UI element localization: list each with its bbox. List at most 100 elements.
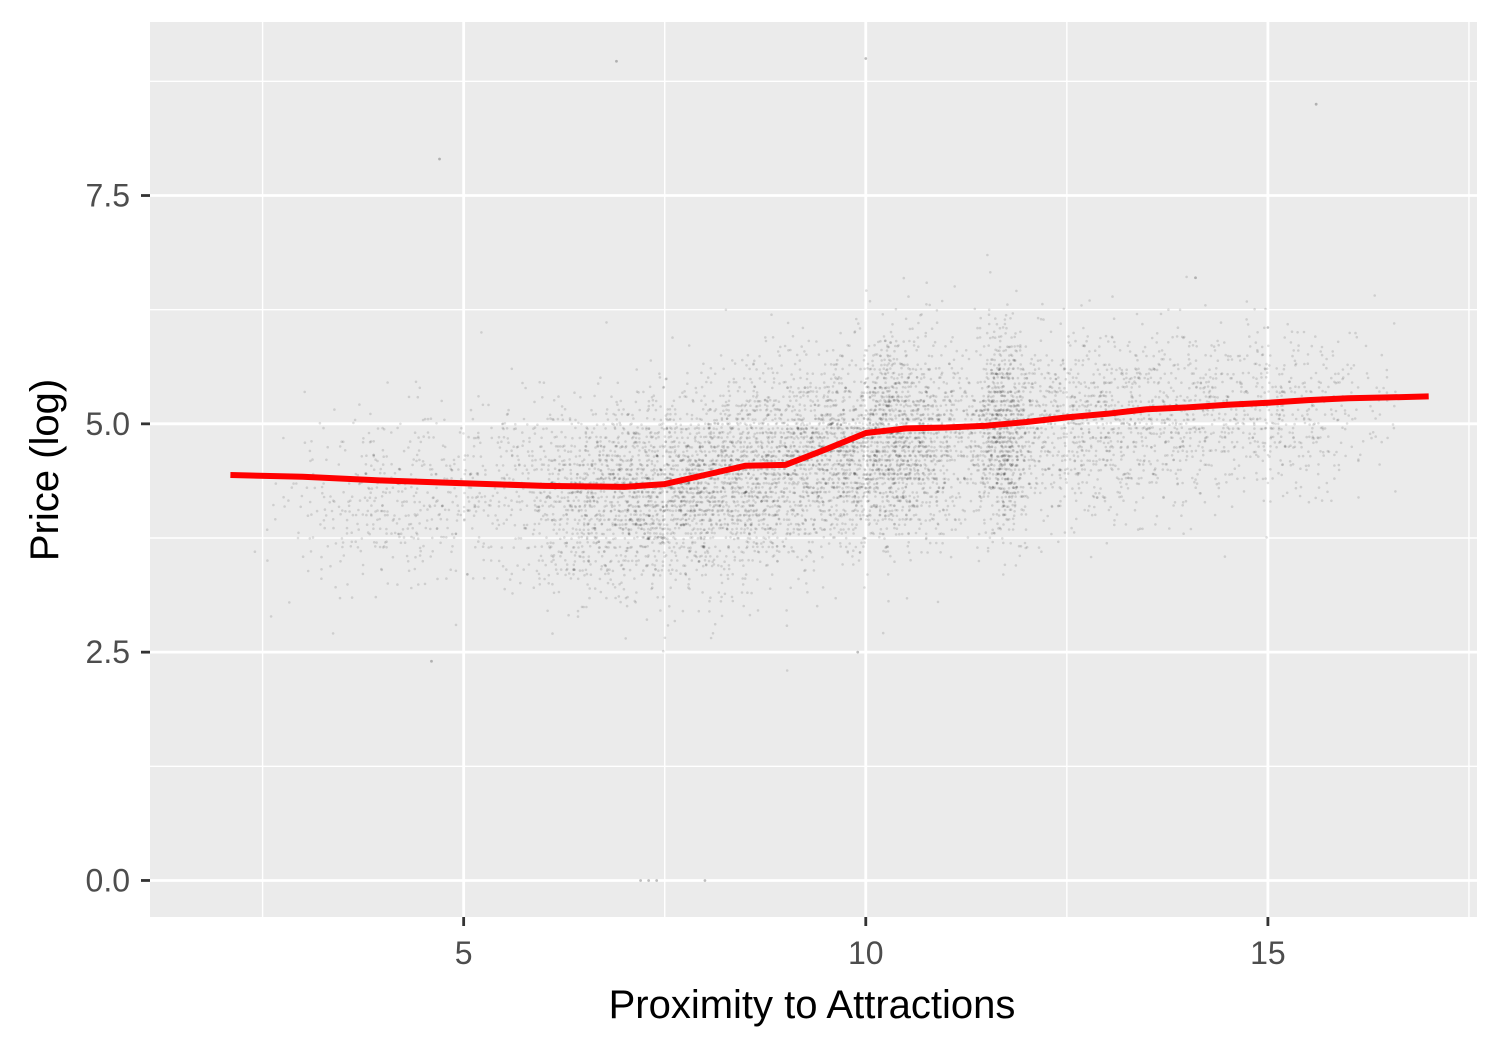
scatter-point [586, 583, 589, 586]
scatter-point [823, 394, 826, 397]
scatter-point [674, 413, 677, 416]
scatter-point [776, 446, 779, 449]
scatter-point [826, 437, 829, 440]
scatter-point [381, 504, 384, 507]
scatter-point [651, 583, 654, 586]
scatter-point [521, 472, 524, 475]
scatter-point [765, 551, 768, 554]
scatter-point [824, 482, 827, 485]
scatter-point [861, 505, 864, 508]
scatter-point [402, 528, 405, 531]
scatter-point [554, 467, 557, 470]
scatter-point [767, 367, 770, 370]
scatter-point [567, 496, 570, 499]
scatter-point [549, 491, 552, 494]
scatter-point [709, 497, 712, 500]
scatter-point [700, 481, 703, 484]
scatter-point [587, 474, 590, 477]
scatter-point [557, 418, 560, 421]
scatter-point [621, 445, 624, 448]
scatter-point [687, 586, 690, 589]
scatter-point [681, 500, 684, 503]
scatter-point [958, 437, 961, 440]
scatter-point [765, 482, 768, 485]
scatter-point [435, 500, 438, 503]
scatter-point [555, 445, 558, 448]
scatter-point [862, 545, 865, 548]
scatter-point [756, 432, 759, 435]
scatter-point [546, 542, 549, 545]
scatter-point [426, 491, 429, 494]
scatter-point [696, 417, 699, 420]
scatter-point [946, 435, 949, 438]
scatter-point [755, 486, 758, 489]
scatter-point [935, 500, 938, 503]
scatter-point [675, 569, 678, 572]
scatter-point [837, 490, 840, 493]
scatter-point [846, 513, 849, 516]
scatter-point [949, 436, 952, 439]
scatter-point [806, 509, 809, 512]
scatter-point [553, 436, 556, 439]
scatter-point [744, 495, 747, 498]
scatter-point [635, 523, 638, 526]
scatter-point [487, 404, 490, 407]
scatter-point [784, 445, 787, 448]
scatter-point [753, 433, 756, 436]
scatter-point [802, 394, 805, 397]
scatter-point [635, 401, 638, 404]
scatter-point [725, 495, 728, 498]
scatter-point [658, 550, 661, 553]
scatter-point [534, 546, 537, 549]
scatter-point [857, 451, 860, 454]
scatter-point [584, 509, 587, 512]
scatter-point [518, 495, 521, 498]
scatter-point [809, 486, 812, 489]
scatter-point [539, 583, 542, 586]
scatter-point [572, 527, 575, 530]
scatter-point [954, 528, 957, 531]
scatter-point [853, 450, 856, 453]
scatter-point [733, 381, 736, 384]
scatter-point [633, 577, 636, 580]
scatter-point [863, 586, 866, 589]
scatter-point [639, 514, 642, 517]
scatter-point [650, 431, 653, 434]
scatter-point [512, 478, 515, 481]
scatter-point [884, 518, 887, 521]
scatter-point [625, 523, 628, 526]
scatter-point [854, 463, 857, 466]
scatter-point [489, 499, 492, 502]
scatter-point [573, 391, 576, 394]
scatter-point [695, 387, 698, 390]
scatter-point [737, 413, 740, 416]
scatter-point [533, 529, 536, 532]
scatter-point [940, 450, 943, 453]
scatter-point [1025, 528, 1028, 531]
scatter-point [734, 481, 737, 484]
scatter-point [663, 428, 666, 431]
scatter-point [680, 424, 683, 427]
scatter-point [748, 492, 751, 495]
scatter-point [492, 495, 495, 498]
scatter-point [764, 528, 767, 531]
scatter-point [415, 532, 418, 535]
scatter-point [845, 531, 848, 534]
scatter-point [833, 373, 836, 376]
scatter-point [946, 509, 949, 512]
scatter-point [597, 497, 600, 500]
scatter-point [769, 490, 772, 493]
scatter-point [810, 405, 813, 408]
scatter-point [419, 550, 422, 553]
scatter-point [563, 464, 566, 467]
scatter-point [726, 436, 729, 439]
scatter-point [1040, 450, 1043, 453]
scatter-point [695, 569, 698, 572]
scatter-point [786, 669, 789, 672]
scatter-point [651, 586, 654, 589]
scatter-point [926, 395, 929, 398]
scatter-point [782, 495, 785, 498]
scatter-point [833, 536, 836, 539]
scatter-point [863, 354, 866, 357]
scatter-point [463, 510, 466, 513]
